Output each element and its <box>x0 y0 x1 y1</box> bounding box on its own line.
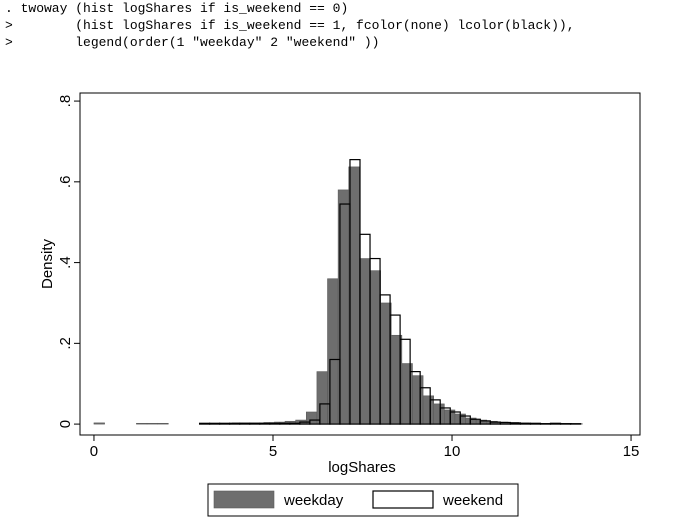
x-tick-label: 0 <box>90 443 98 460</box>
histogram-bar <box>519 422 532 425</box>
histogram-bar <box>279 422 291 425</box>
x-tick-label: 5 <box>269 443 277 460</box>
histogram-bar <box>219 422 231 425</box>
histogram-bar <box>433 403 445 425</box>
histogram-bar <box>93 422 105 425</box>
histogram-bar <box>369 270 381 425</box>
y-tick-label: 0 <box>57 420 74 428</box>
x-tick-label: 10 <box>444 443 461 460</box>
histogram-bar <box>549 422 562 425</box>
y-tick-label: .4 <box>57 256 74 269</box>
y-tick-label: .8 <box>57 95 74 108</box>
histogram-bar <box>529 422 542 425</box>
console-line: . twoway (hist logShares if is_weekend =… <box>5 1 348 16</box>
histogram-bar <box>157 422 169 425</box>
x-tick-label: 15 <box>623 443 640 460</box>
console-line: > legend(order(1 "weekday" 2 "weekend" )… <box>5 35 379 50</box>
histogram-bar <box>359 258 371 425</box>
histogram-bar <box>249 422 261 425</box>
histogram-bar <box>259 422 271 425</box>
legend-swatch <box>372 490 434 509</box>
legend-swatch <box>213 490 275 509</box>
histogram-bar <box>269 422 281 425</box>
histogram-bar <box>327 278 339 425</box>
console-line: > (hist logShares if is_weekend == 1, fc… <box>5 18 575 33</box>
y-tick-label: .2 <box>57 337 74 350</box>
histogram-bar <box>239 422 251 425</box>
histogram-bar <box>136 422 148 425</box>
histogram-bar <box>198 422 211 425</box>
histogram-bar <box>146 422 158 425</box>
histogram-bar <box>316 371 328 425</box>
histogram-bar <box>229 422 241 425</box>
y-axis-label: Density <box>39 238 56 289</box>
histogram-bar <box>412 375 424 425</box>
histogram-bar <box>289 422 301 425</box>
histogram-bar <box>401 363 413 425</box>
x-axis-label: logShares <box>328 459 396 476</box>
legend-label: weekday <box>283 492 344 509</box>
legend-label: weekend <box>442 492 503 509</box>
y-tick-label: .6 <box>57 176 74 189</box>
histogram-bar <box>209 422 221 425</box>
